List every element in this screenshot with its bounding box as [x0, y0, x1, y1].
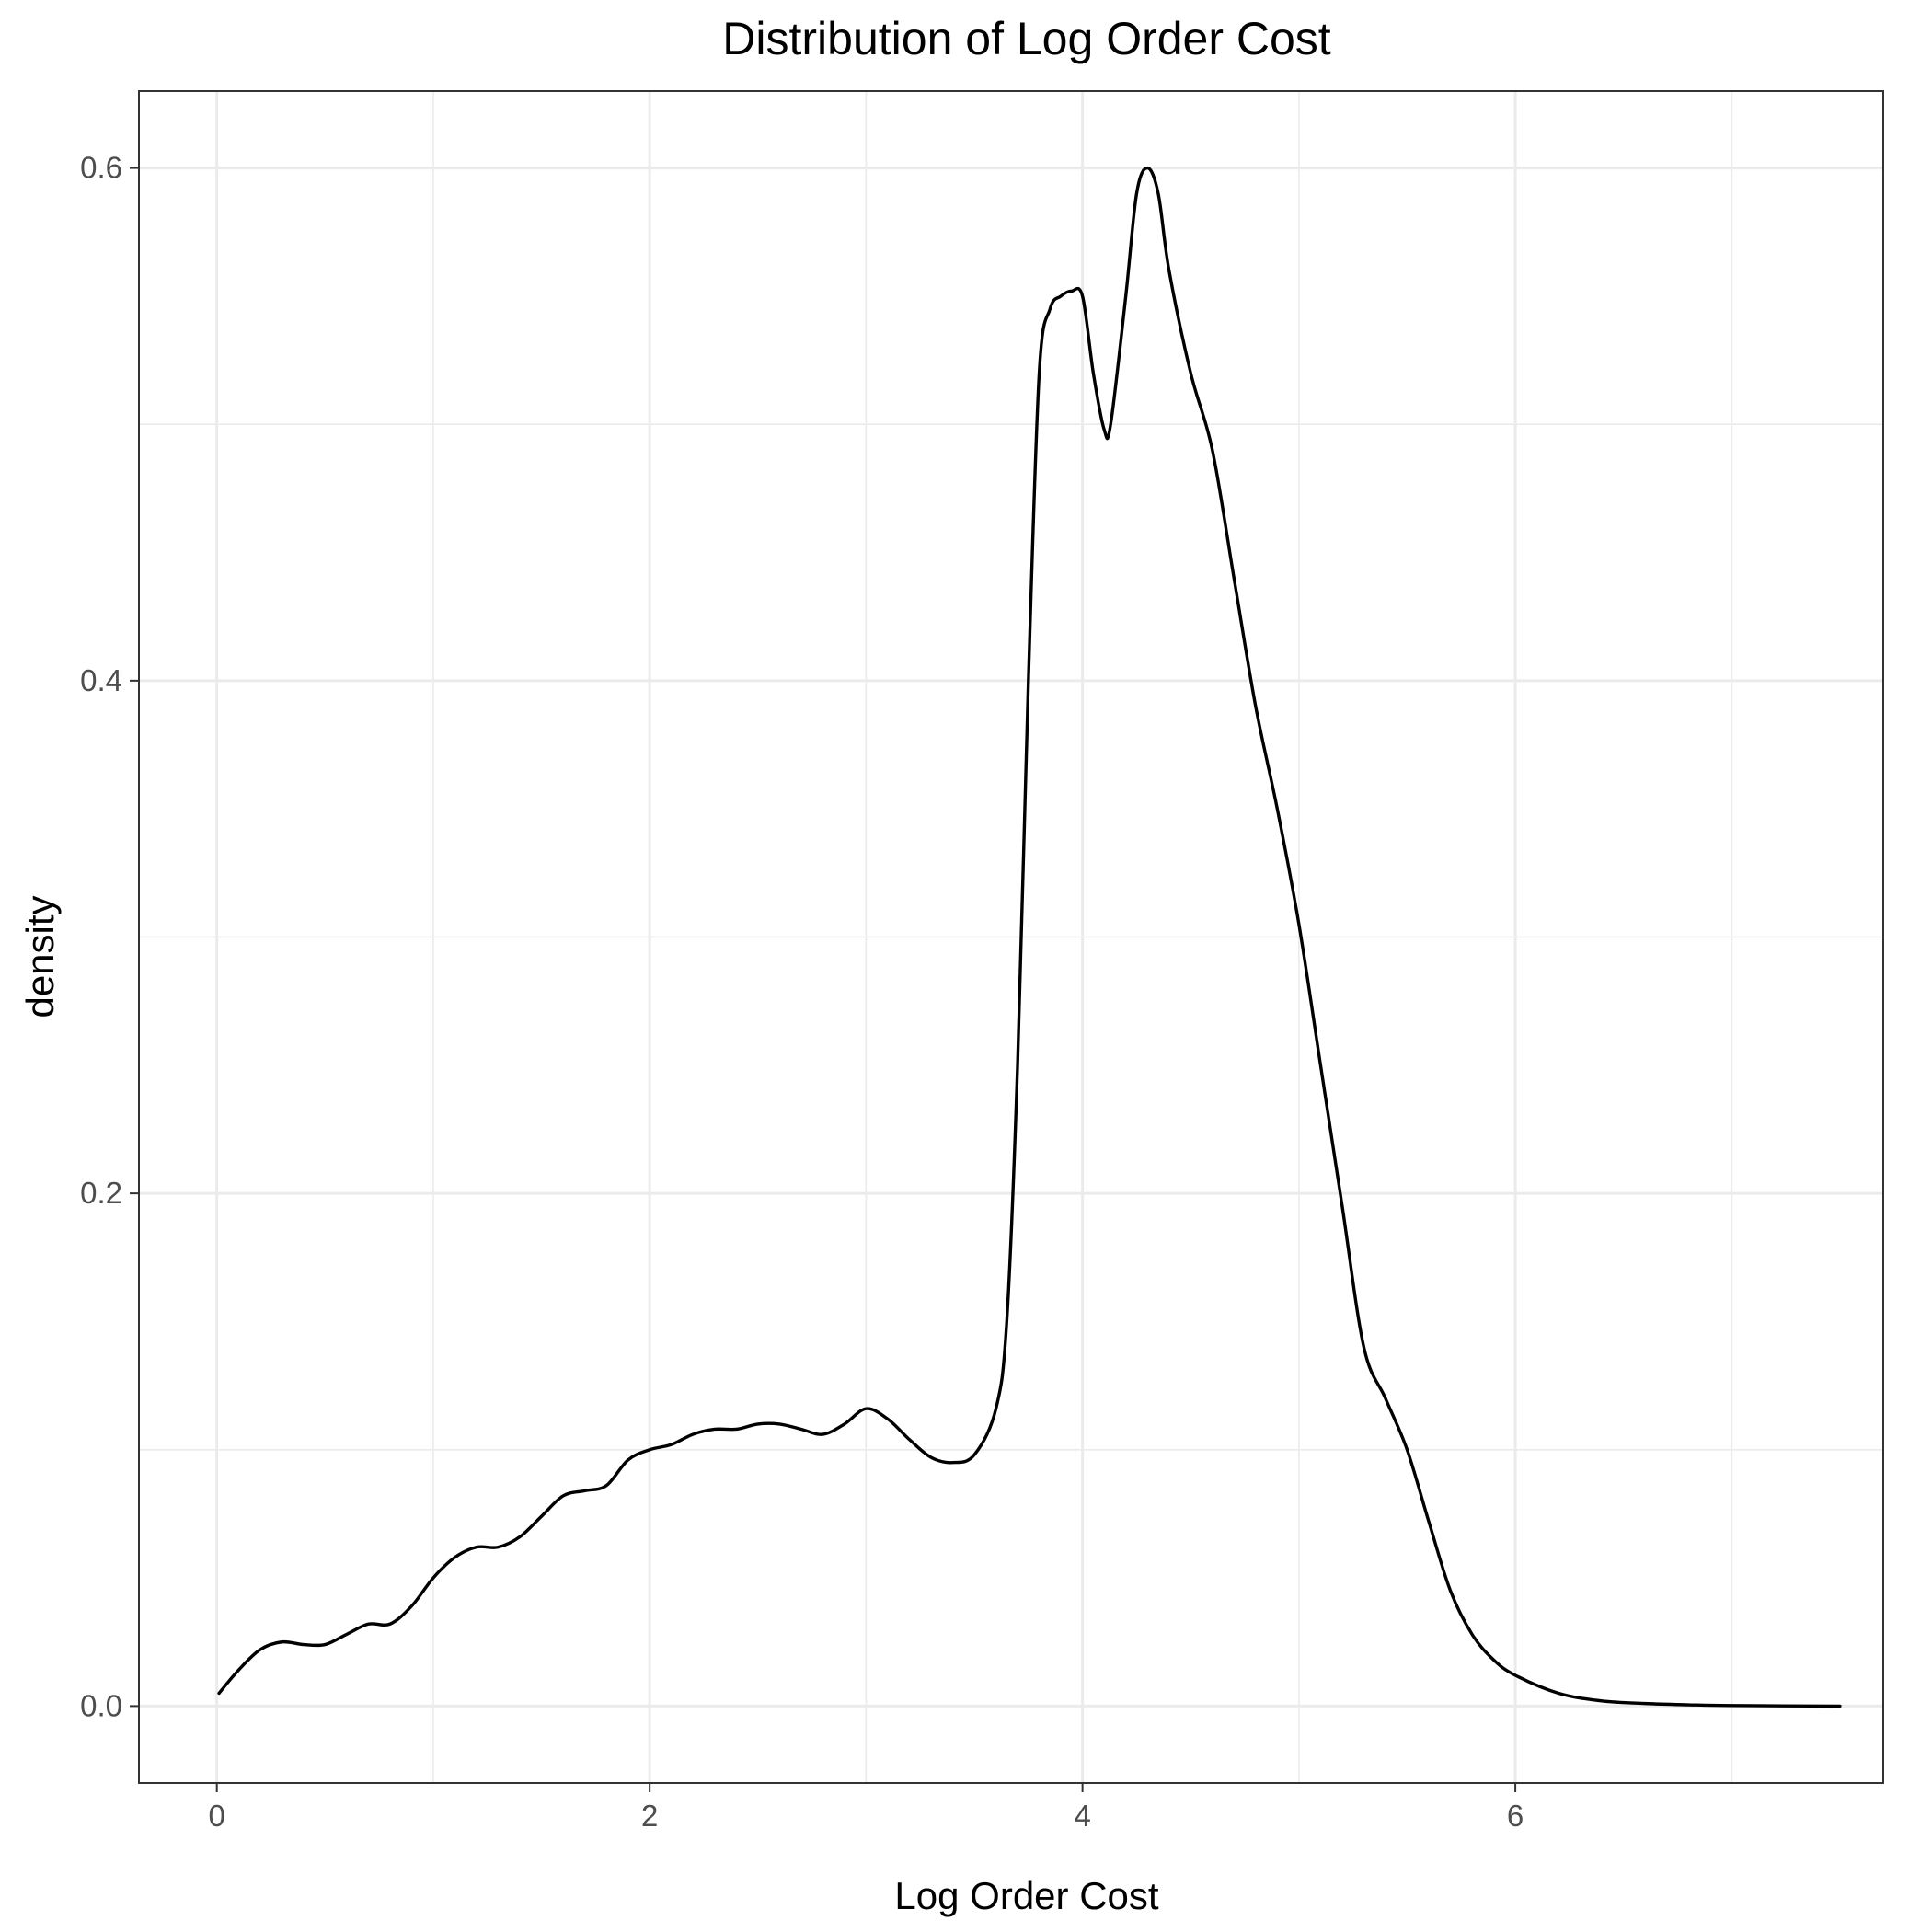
y-tick-label-0: 0.0: [80, 1688, 122, 1722]
x-axis-title: Log Order Cost: [894, 1874, 1158, 1917]
chart-title: Distribution of Log Order Cost: [722, 13, 1331, 64]
density-series: [217, 166, 1842, 1708]
y-axis: 0.0 0.2 0.4 0.6: [80, 151, 139, 1722]
y-tick-label-2: 0.4: [80, 663, 122, 697]
x-tick-label-3: 6: [1507, 1799, 1524, 1833]
y-axis-title: density: [18, 895, 62, 1018]
y-tick-label-1: 0.2: [80, 1176, 122, 1210]
x-tick-label-0: 0: [209, 1799, 225, 1833]
x-tick-label-2: 4: [1074, 1799, 1090, 1833]
density-line-0: [217, 166, 1842, 1708]
panel-border: [138, 90, 1884, 1784]
grid-lines: [139, 91, 1883, 1783]
x-tick-label-1: 2: [641, 1799, 658, 1833]
y-tick-label-3: 0.6: [80, 151, 122, 185]
x-axis: 0 2 4 6: [209, 1783, 1524, 1833]
